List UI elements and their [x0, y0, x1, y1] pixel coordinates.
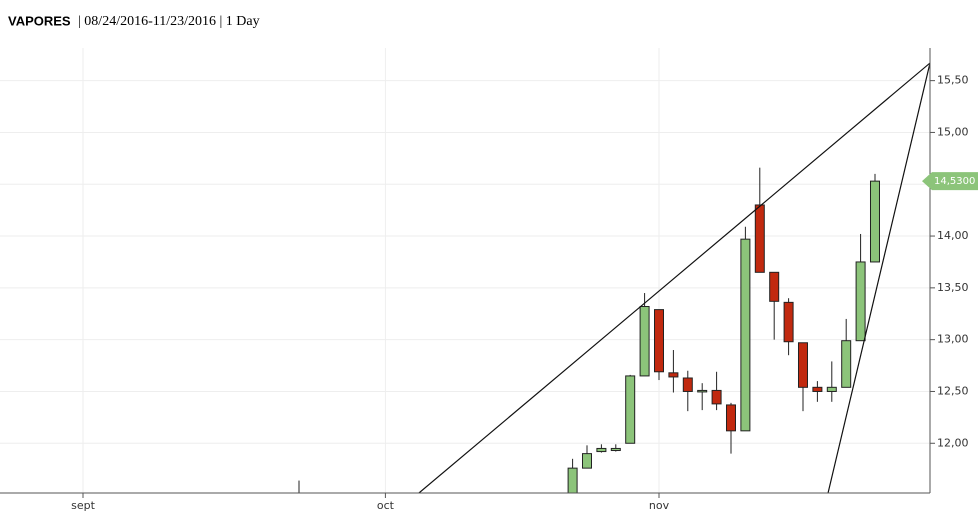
candle-body: [769, 271, 780, 302]
chart-subtitle: | 08/24/2016-11/23/2016 | 1 Day: [78, 14, 260, 29]
trend-line: [827, 62, 930, 493]
candle-body: [855, 261, 866, 342]
y-tick-label: 14,00: [937, 229, 969, 242]
candle-body: [740, 238, 751, 432]
x-tick-label: oct: [377, 499, 395, 512]
y-tick-label: 12,00: [937, 436, 969, 449]
candle-body: [653, 309, 664, 373]
y-tick-label: 12,50: [937, 384, 969, 397]
y-tick-label: 13,00: [937, 333, 969, 346]
x-tick-label: sept: [71, 499, 95, 512]
candle-body: [869, 180, 880, 263]
candle-body: [783, 301, 794, 343]
candle-body: [581, 453, 592, 469]
candle-body: [596, 447, 607, 453]
candle-body: [754, 204, 765, 273]
candle-body: [294, 500, 303, 505]
last-price-label: 14,5300: [934, 176, 975, 187]
candle-body: [711, 389, 722, 405]
last-price-tag: [922, 172, 978, 191]
candle-body: [812, 386, 823, 392]
candle-body: [567, 467, 578, 493]
candle-body: [697, 389, 708, 393]
candle-body: [826, 386, 837, 392]
y-tick-label: 15,50: [937, 74, 969, 87]
chart-title: VAPORES: [8, 13, 71, 28]
candle-body: [625, 375, 636, 444]
y-tick-label: 15,00: [937, 125, 969, 138]
candle-body: [725, 404, 736, 432]
candle-body: [682, 377, 693, 392]
plot-area: [294, 62, 930, 505]
candle-body: [841, 340, 852, 388]
candle-body: [610, 447, 621, 452]
x-tick-label: nov: [649, 499, 670, 512]
y-tick-label: 13,50: [937, 281, 969, 294]
candle-body: [639, 306, 650, 377]
grid: [0, 48, 930, 493]
axes: 12,0012,5013,0013,5014,0014,5015,0015,50…: [71, 74, 978, 512]
trend-line: [418, 62, 930, 493]
candle-body: [668, 372, 679, 378]
candle-body: [797, 342, 808, 388]
